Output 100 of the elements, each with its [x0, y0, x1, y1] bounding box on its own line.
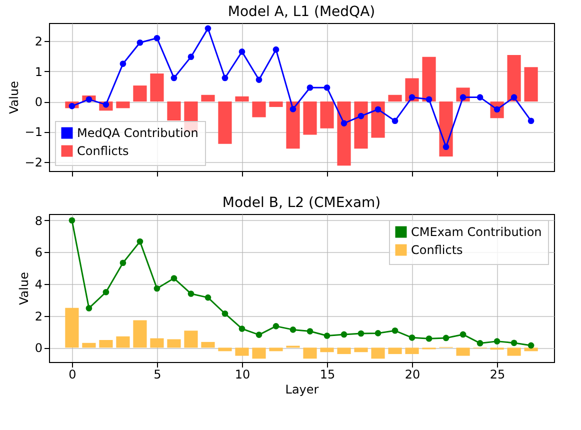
- bar: [218, 348, 232, 352]
- point: [324, 84, 330, 91]
- bar: [456, 348, 470, 356]
- bar: [133, 320, 147, 348]
- bar: [354, 102, 368, 149]
- point: [86, 305, 92, 312]
- bar: [371, 348, 385, 359]
- point: [340, 120, 348, 126]
- x-tick-label: 5: [154, 368, 162, 382]
- legend-label: Conflicts: [77, 144, 129, 158]
- y-axis-title: Value: [16, 272, 31, 305]
- y-tick-label: 2: [34, 309, 42, 324]
- point: [426, 96, 432, 103]
- bar: [337, 348, 351, 354]
- bar: [422, 56, 436, 102]
- bar: [133, 86, 147, 102]
- x-tick-label: 0: [68, 368, 76, 382]
- bar: [507, 348, 521, 356]
- point: [358, 330, 364, 337]
- point: [154, 285, 160, 292]
- legend-label: Conflicts: [411, 243, 463, 257]
- y-tick-label: 2: [34, 34, 42, 49]
- point: [136, 39, 144, 46]
- point: [102, 288, 110, 296]
- y-tick-label: 0: [34, 95, 42, 110]
- x-tick-label: 20: [404, 368, 420, 382]
- bar: [150, 73, 164, 102]
- point: [476, 94, 484, 100]
- bar: [252, 102, 266, 118]
- bar: [303, 348, 317, 359]
- point: [256, 332, 262, 338]
- bar: [524, 67, 538, 102]
- bar: [388, 94, 402, 102]
- bar: [252, 348, 266, 359]
- point: [528, 118, 534, 124]
- point: [204, 25, 212, 32]
- y-tick-label: −1: [24, 125, 42, 140]
- y-tick-label: 6: [34, 246, 42, 260]
- bar: [507, 55, 521, 102]
- bar: [269, 102, 283, 107]
- bar: [405, 348, 419, 354]
- point: [136, 238, 144, 245]
- point: [204, 294, 212, 301]
- point: [222, 74, 228, 82]
- point: [188, 54, 194, 60]
- point: [408, 334, 416, 341]
- point: [340, 331, 348, 338]
- point: [170, 275, 178, 282]
- bar: [201, 342, 215, 348]
- point: [222, 310, 228, 317]
- point: [426, 335, 432, 342]
- point: [442, 334, 450, 342]
- chart-title: Model A, L1 (MedQA): [228, 4, 376, 20]
- bar: [524, 348, 538, 352]
- point: [392, 327, 398, 334]
- x-tick-label: 25: [490, 368, 506, 382]
- bar: [354, 348, 368, 352]
- point: [238, 48, 246, 55]
- bar: [371, 102, 385, 138]
- bar: [303, 102, 317, 135]
- bar: [320, 348, 334, 352]
- point: [460, 331, 466, 338]
- y-tick-label: 4: [34, 278, 42, 292]
- point: [272, 323, 280, 330]
- point: [238, 326, 246, 332]
- point: [188, 290, 194, 297]
- y-tick-label: −2: [24, 155, 42, 170]
- bar: [116, 336, 130, 348]
- x-tick-label: 15: [320, 368, 336, 382]
- bar: [286, 102, 300, 149]
- bar: [269, 348, 283, 352]
- point: [256, 76, 262, 83]
- bar: [388, 348, 402, 354]
- y-tick-label: 8: [34, 214, 42, 228]
- point: [68, 217, 76, 224]
- bar: [99, 340, 113, 348]
- point: [528, 342, 534, 349]
- point: [154, 34, 160, 42]
- point: [392, 118, 398, 124]
- point: [442, 144, 450, 150]
- point: [290, 106, 296, 112]
- point: [494, 338, 500, 344]
- bar: [235, 348, 249, 356]
- point: [272, 46, 280, 53]
- y-tick-label: 0: [34, 341, 42, 356]
- bar: [82, 342, 96, 348]
- bar: [201, 94, 215, 102]
- bar: [235, 96, 249, 102]
- point: [68, 102, 76, 110]
- x-axis-title: Layer: [285, 382, 319, 396]
- point: [120, 260, 126, 266]
- point: [120, 60, 126, 67]
- bar: [167, 339, 181, 348]
- point: [86, 96, 92, 103]
- legend-label: CMExam Contribution: [411, 225, 542, 239]
- bar: [218, 102, 232, 144]
- point: [306, 328, 314, 334]
- point: [510, 94, 518, 100]
- x-tick-label: 10: [234, 368, 250, 382]
- bar: [65, 308, 79, 348]
